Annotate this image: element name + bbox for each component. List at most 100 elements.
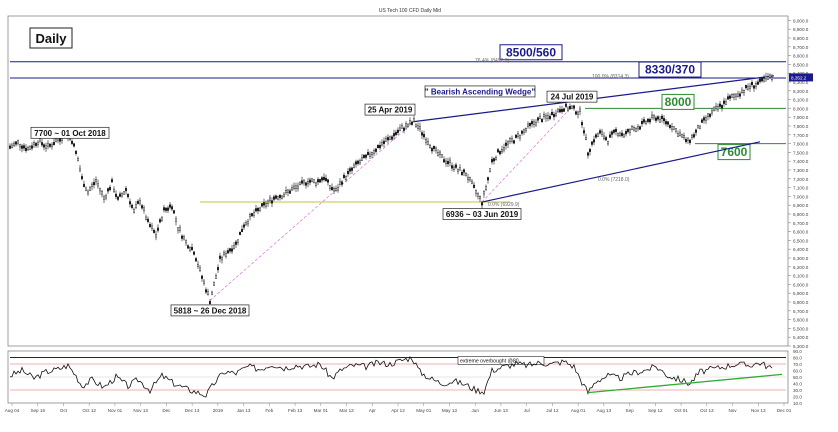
candle-body: [323, 176, 325, 180]
candle-body: [635, 128, 637, 132]
rsi-y-tick-label: 20.0: [793, 395, 802, 400]
candle-body: [205, 289, 207, 293]
candle-body: [423, 134, 425, 138]
candle-body: [299, 181, 301, 185]
candle-body: [757, 81, 759, 85]
candle-body: [763, 78, 765, 82]
candle-body: [447, 161, 449, 165]
price-y-tick-label: 5,800.0: [793, 300, 809, 305]
level-box: [717, 144, 751, 161]
candle-body: [485, 186, 487, 190]
rsi-grid: extreme overbought @80: [10, 356, 786, 391]
candle-body: [461, 172, 463, 176]
x-axis: Aug 04 Sep 16 Oct Oct 12 Nov 01 Nov 13 Dec Dec …: [5, 403, 792, 413]
candle-body: [189, 247, 191, 251]
candle-body: [103, 196, 105, 200]
candle-body: [119, 193, 121, 197]
candle-body: [217, 267, 219, 271]
candle-body: [703, 117, 705, 121]
candle-body: [293, 185, 295, 189]
candle-body: [187, 245, 189, 249]
x-tick-label: 2019: [213, 408, 224, 413]
candle-body: [333, 188, 335, 192]
candle-body: [157, 227, 159, 231]
candle-body: [33, 142, 35, 146]
candle-body: [441, 154, 443, 158]
candle-body: [465, 173, 467, 177]
candle-body: [339, 181, 341, 185]
candle-body: [209, 300, 211, 305]
candle-body: [147, 218, 149, 222]
candle-body: [171, 206, 173, 210]
candle-body: [761, 78, 763, 82]
candle-body: [411, 121, 413, 125]
candle-body: [219, 255, 221, 259]
candle-body: [723, 100, 725, 104]
candle-body: [283, 194, 285, 198]
candle-body: [541, 119, 543, 123]
candle-body: [463, 169, 465, 173]
candle-body: [397, 129, 399, 133]
candle-body: [367, 152, 369, 156]
candle-body: [717, 106, 719, 110]
candle-body: [639, 126, 641, 130]
candle-body: [35, 142, 37, 146]
candle-body: [623, 134, 625, 138]
candle-body: [91, 183, 93, 187]
x-tick-label: Sep 12: [648, 408, 663, 413]
candle-body: [161, 217, 163, 221]
candle-body: [387, 137, 389, 141]
candle-body: [15, 141, 17, 145]
candle-body: [543, 113, 545, 118]
x-tick-label: Dec 01: [777, 408, 792, 413]
candle-body: [453, 166, 455, 170]
rsi-y-tick-label: 60.0: [793, 369, 802, 374]
x-tick-label: Jul 12: [546, 408, 559, 413]
candle-body: [681, 134, 683, 138]
price-y-tick-label: 7,800.0: [793, 124, 809, 129]
price-y-tick-label: 5,300.0: [793, 344, 809, 349]
candle-body: [143, 207, 145, 211]
annotation-label: 5818 ~ 26 Dec 2018: [174, 306, 247, 315]
last-price-label: 8,352.2: [791, 75, 807, 80]
candle-body: [663, 118, 665, 122]
candle-body: [87, 190, 89, 194]
candle-body: [385, 138, 387, 142]
x-tick-label: Nov 13: [133, 408, 148, 413]
candle-body: [531, 121, 533, 125]
candle-body: [77, 158, 79, 162]
price-y-tick-label: 8,300.0: [793, 80, 809, 85]
rsi-y-tick-label: 90.0: [793, 349, 802, 354]
candle-body: [181, 235, 183, 239]
candle-body: [621, 132, 623, 136]
x-tick-label: Jun 13: [494, 408, 508, 413]
candle-body: [17, 140, 19, 144]
candle-body: [413, 118, 415, 122]
candle-body: [175, 218, 177, 222]
level-label: 8500/560: [506, 45, 556, 59]
x-tick-label: Sep 16: [30, 408, 45, 413]
candle-body: [183, 236, 185, 240]
candle-body: [251, 213, 253, 217]
candle-body: [719, 103, 721, 107]
candle-body: [727, 96, 729, 100]
price-y-tick-label: 7,700.0: [793, 133, 809, 138]
price-y-tick-label: 7,200.0: [793, 177, 809, 182]
x-tick-label: May 13: [442, 408, 458, 413]
candle-body: [375, 148, 377, 152]
candle-body: [555, 112, 557, 116]
candle-body: [249, 214, 251, 218]
level-label: 8330/370: [645, 63, 695, 77]
candle-body: [221, 257, 223, 261]
candle-body: [731, 94, 733, 98]
price-y-tick-label: 6,100.0: [793, 274, 809, 279]
price-y-tick-label: 7,500.0: [793, 150, 809, 155]
candle-body: [765, 76, 767, 80]
candle-body: [273, 196, 275, 200]
candle-body: [629, 129, 631, 133]
candle-body: [399, 127, 401, 131]
price-y-tick-label: 8,100.0: [793, 98, 809, 103]
candle-body: [373, 150, 375, 154]
candle-body: [389, 136, 391, 140]
candle-body: [577, 111, 579, 115]
